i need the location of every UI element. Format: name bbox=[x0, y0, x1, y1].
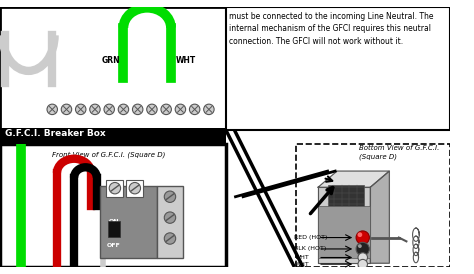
Bar bbox=[318, 206, 370, 258]
Circle shape bbox=[161, 104, 172, 115]
Circle shape bbox=[61, 104, 72, 115]
Circle shape bbox=[358, 253, 367, 262]
Text: ON: ON bbox=[109, 219, 119, 224]
Circle shape bbox=[109, 182, 120, 194]
Circle shape bbox=[129, 182, 140, 194]
Polygon shape bbox=[318, 187, 370, 263]
Text: Front View of G.F.C.I. (Square D): Front View of G.F.C.I. (Square D) bbox=[52, 151, 165, 158]
Bar bbox=[126, 180, 143, 197]
Circle shape bbox=[164, 212, 176, 223]
Circle shape bbox=[358, 244, 362, 248]
Circle shape bbox=[356, 242, 369, 256]
Circle shape bbox=[47, 104, 57, 115]
Text: Bottom View of G.F.C.I.
(Square D): Bottom View of G.F.C.I. (Square D) bbox=[359, 145, 439, 160]
Circle shape bbox=[204, 104, 214, 115]
Text: WHT: WHT bbox=[294, 255, 309, 260]
Bar bbox=[0, 7, 226, 130]
Bar bbox=[296, 144, 450, 267]
Circle shape bbox=[132, 104, 143, 115]
Text: RED (HOT): RED (HOT) bbox=[294, 235, 328, 240]
Circle shape bbox=[175, 104, 186, 115]
Bar bbox=[0, 144, 226, 267]
Polygon shape bbox=[318, 171, 389, 187]
Circle shape bbox=[357, 232, 362, 237]
Text: G.F.C.I. Breaker Box: G.F.C.I. Breaker Box bbox=[5, 129, 105, 138]
Circle shape bbox=[90, 104, 100, 115]
Polygon shape bbox=[370, 171, 389, 263]
Circle shape bbox=[104, 104, 114, 115]
Circle shape bbox=[147, 104, 157, 115]
Text: must be connected to the incoming Line Neutral. The
internal mechanism of the GF: must be connected to the incoming Line N… bbox=[229, 12, 433, 45]
Bar bbox=[108, 221, 119, 237]
Text: GRN: GRN bbox=[101, 56, 120, 65]
Bar bbox=[0, 128, 226, 144]
Circle shape bbox=[358, 259, 367, 269]
Text: OFF: OFF bbox=[107, 243, 121, 248]
Circle shape bbox=[75, 104, 86, 115]
Circle shape bbox=[190, 104, 200, 115]
Bar bbox=[226, 7, 450, 130]
Circle shape bbox=[118, 104, 128, 115]
Bar bbox=[157, 186, 183, 258]
Circle shape bbox=[164, 233, 176, 244]
Text: WHT: WHT bbox=[294, 262, 309, 267]
Bar bbox=[106, 180, 123, 197]
Circle shape bbox=[164, 191, 176, 202]
Text: WHT: WHT bbox=[176, 56, 196, 65]
Bar bbox=[100, 186, 157, 258]
Bar bbox=[328, 185, 364, 206]
Text: BLK (HOT): BLK (HOT) bbox=[294, 246, 327, 252]
Circle shape bbox=[356, 231, 369, 244]
